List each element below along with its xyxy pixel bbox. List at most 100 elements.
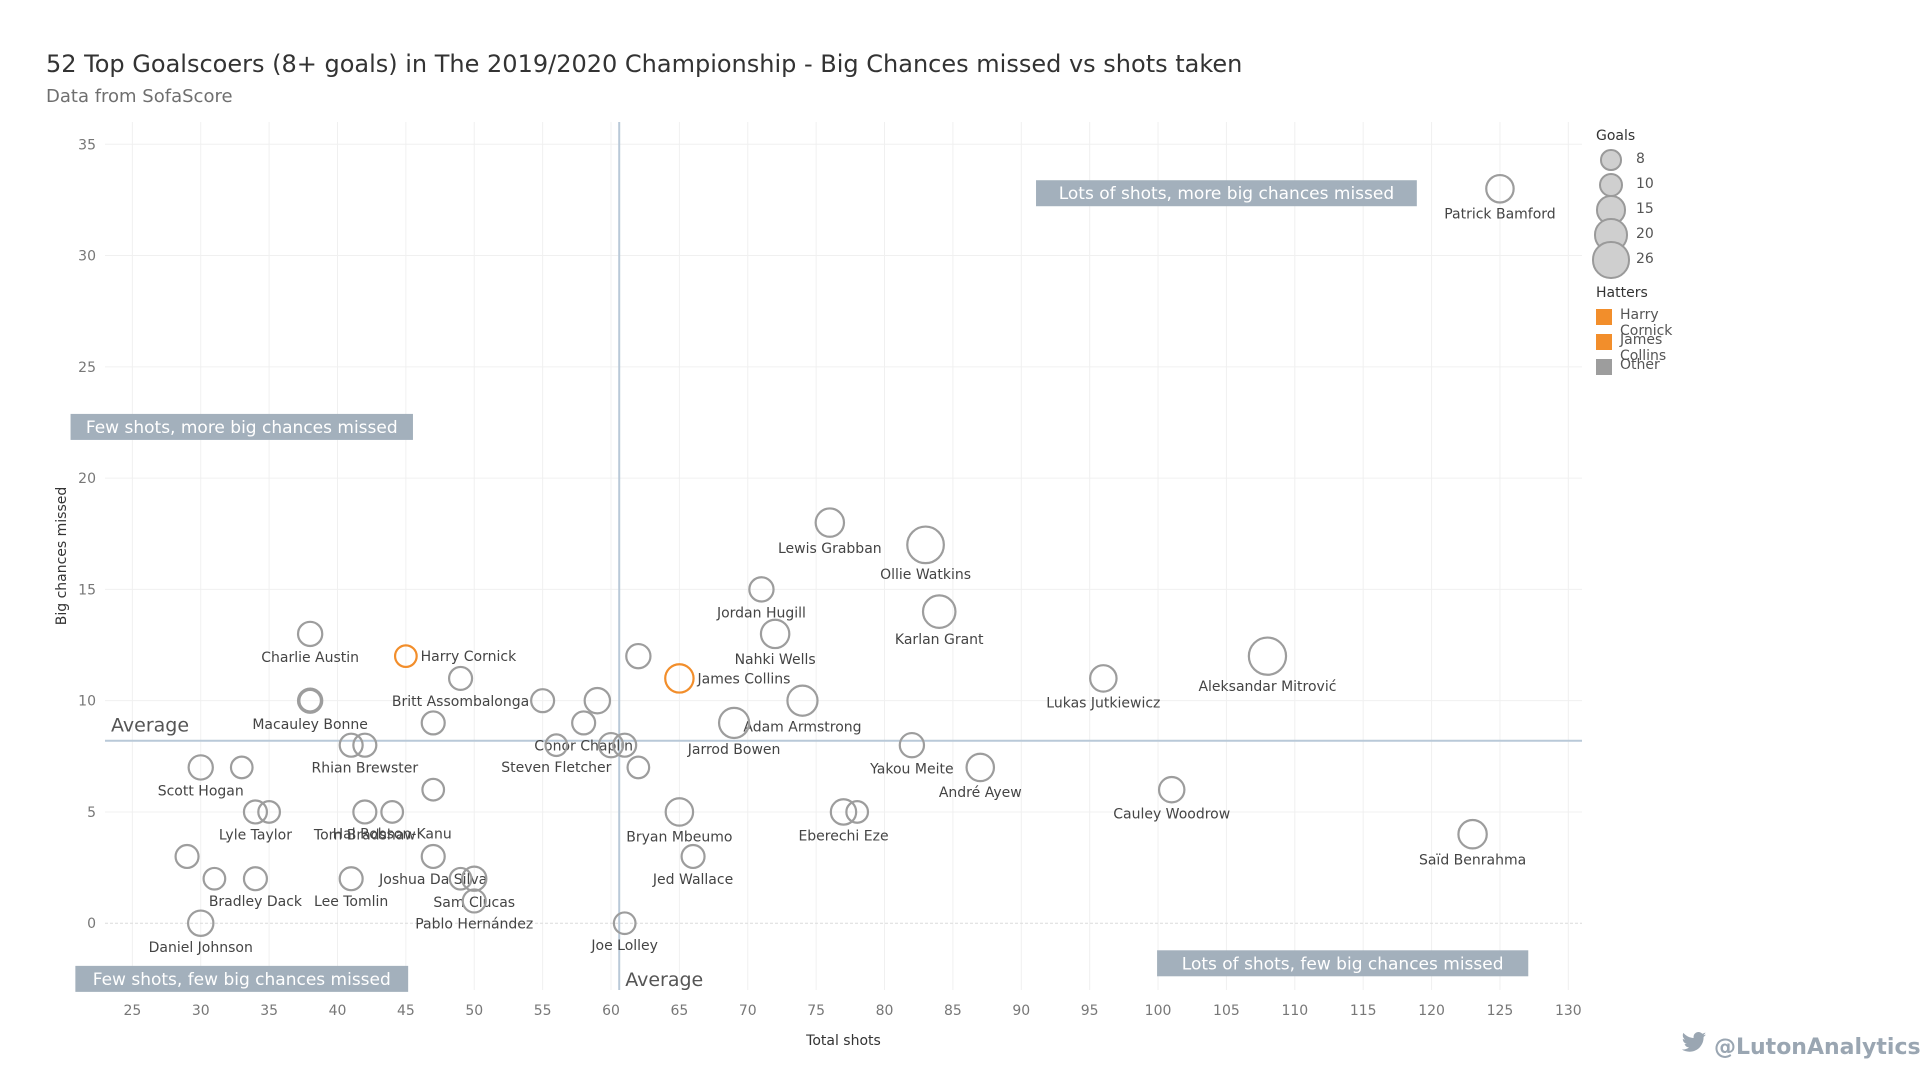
player-label: Yakou Meite [869,761,953,777]
player-marker [187,754,214,781]
x-tick-label: 90 [1012,1003,1030,1019]
player-point: Sam Clucas [433,865,515,911]
x-tick-label: 45 [397,1003,415,1019]
player-point: Hal Robson-Kanu [333,800,452,843]
player-point [420,710,446,736]
player-point: Ollie Watkins [880,525,971,583]
player-marker [202,866,227,891]
player-label: Aleksandar Mitrović [1198,679,1336,695]
x-tick-label: 40 [329,1003,347,1019]
player-marker [626,755,651,780]
player-point: Karlan Grant [895,594,984,648]
player-point: Pablo Hernández [415,888,533,932]
player-point: André Ayew [939,752,1022,801]
player-marker [680,843,706,870]
legend-size-item: 8 [1596,148,1648,173]
player-point: Steven Fletcher [501,733,612,776]
player-marker [829,798,858,826]
x-tick-label: 65 [670,1003,688,1019]
legend-color-item[interactable]: James Collins [1596,330,1666,364]
player-point: Jordan Hugill [716,576,806,621]
player-marker [242,866,269,892]
player-label: Joshua Da Silva [378,872,487,888]
player-marker [544,733,569,758]
y-tick-label: 35 [78,137,96,153]
player-marker [352,799,378,825]
player-label: Jordan Hugill [716,605,806,621]
data-points: Patrick Bamford Lewis Grabban Ollie Watkin… [149,173,1556,956]
player-label: Adam Armstrong [743,720,861,736]
player-marker [174,843,200,870]
player-point: Bradley Dack [209,866,303,910]
player-marker [338,732,364,758]
player-point: Tom Bradshaw [313,799,416,843]
legend-size-label: 26 [1636,251,1654,267]
player-label: Pablo Hernández [415,916,533,932]
player-marker [298,688,323,713]
player-label: Daniel Johnson [149,940,253,956]
player-marker [338,866,364,892]
average-lines: Average Average [105,122,1582,991]
player-label: Scott Hogan [158,784,244,800]
player-marker [597,731,625,759]
legend-color-label: Harry Cornick [1620,307,1673,339]
player-label: Bradley Dack [209,894,303,910]
player-label: Conor Chaplin [534,738,633,754]
player-point: Lee Tomlin [314,866,388,910]
player-label: Jed Wallace [652,872,733,888]
player-point: Scott Hogan [158,754,244,800]
player-point: Rhian Brewster [312,732,418,777]
legend-color-swatch [1596,309,1612,325]
player-point: Joe Lolley [590,911,658,954]
quadrant-label-text: Lots of shots, few big chances missed [1182,954,1504,974]
player-point [174,843,200,870]
player-marker [717,706,751,740]
quadrant-label-box [75,965,409,992]
legend-size-label: 10 [1636,176,1654,192]
player-label: Harry Cornick [421,649,517,665]
quadrant-label-box [1036,180,1417,207]
chart-subtitle: Data from SofaScore [46,86,233,107]
player-marker [461,888,487,914]
player-marker [664,663,695,694]
player-point: Lewis Grabban [778,507,882,557]
legend-color-swatch [1596,359,1612,375]
axes: Total shots Big chances missed [54,487,881,1049]
y-tick-label: 30 [78,249,96,265]
y-axis-label: Big chances missed [54,487,70,626]
player-marker [571,710,597,736]
player-marker [186,909,215,938]
grid: 25 30 35 40 45 50 55 60 65 70 75 80 85 90 95 100 105 110 1… [78,122,1582,1019]
player-label: Eberechi Eze [798,829,888,845]
quadrant-label-text: Lots of shots, more big chances missed [1059,184,1394,204]
player-point: Harry Cornick [393,644,517,669]
player-marker [612,732,638,758]
x-tick-label: 95 [1081,1003,1099,1019]
player-point: Patrick Bamford [1444,173,1556,222]
player-marker [530,688,556,714]
player-point [612,732,638,758]
player-label: Cauley Woodrow [1113,806,1230,822]
player-marker [229,755,254,780]
player-point: Lukas Jutkiewicz [1046,664,1160,712]
player-marker [296,687,324,714]
x-tick-label: 35 [260,1003,278,1019]
legend-color-item[interactable]: Other [1596,355,1660,380]
player-label: Macauley Bonne [252,717,368,733]
player-marker [814,507,846,538]
legend-color-item[interactable]: Harry Cornick [1596,305,1672,339]
player-marker [242,799,269,825]
player-marker [759,618,791,650]
player-label: Britt Assombalonga [392,694,529,710]
x-tick-label: 120 [1418,1003,1445,1019]
player-marker [420,710,446,736]
player-label: Charlie Austin [261,650,359,666]
player-marker [612,911,637,936]
player-point: Britt Assombalonga [392,665,529,710]
legend-size-label: 8 [1636,151,1645,167]
player-point [845,800,870,824]
player-marker [906,525,945,565]
y-tick-label: 25 [78,360,96,376]
player-point: Adam Armstrong [743,684,862,736]
player-marker [1247,636,1288,676]
